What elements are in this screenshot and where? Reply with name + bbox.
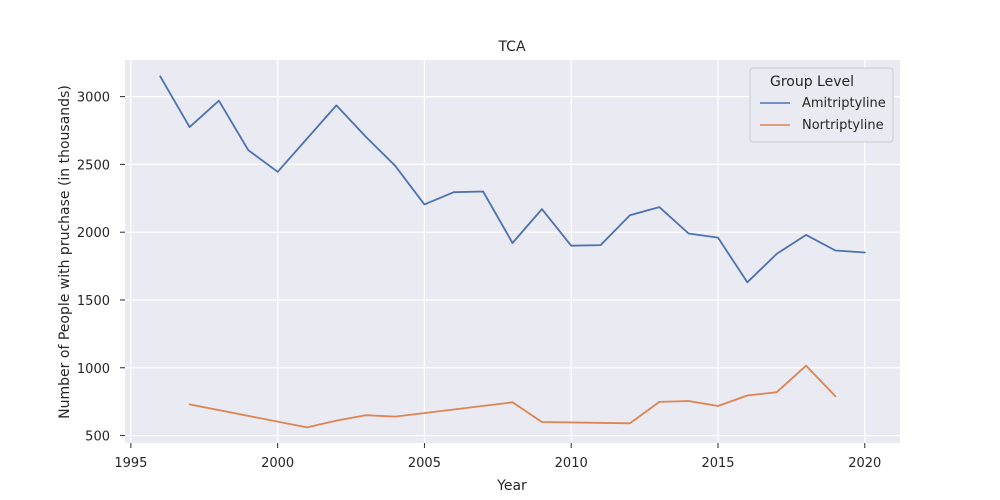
- y-axis-label: Number of People with pruchase (in thous…: [57, 85, 73, 419]
- legend-box: [749, 67, 894, 143]
- y-tick-label: 1500: [77, 294, 110, 309]
- legend-title: Group Level: [770, 74, 854, 90]
- series-line-nortriptyline: [188, 364, 837, 429]
- x-axis-ticks: 1995 2000 2005 2010 2015 2020: [114, 443, 881, 471]
- x-tick-label: 2020: [848, 456, 881, 471]
- y-tick-label: 2000: [77, 226, 110, 241]
- y-tick-label: 3000: [77, 91, 110, 106]
- grid: [125, 60, 900, 443]
- x-tick-label: 2010: [555, 456, 588, 471]
- x-tick-label: 2000: [261, 456, 294, 471]
- legend-label-nortriptyline: Nortriptyline: [802, 118, 884, 133]
- y-tick-label: 1000: [77, 362, 110, 377]
- series-layer: [159, 75, 866, 429]
- x-tick-label: 1995: [114, 456, 147, 471]
- y-axis-ticks: 500 1000 1500 2000 2500 3000: [77, 91, 125, 445]
- legend: Group Level Amitriptyline Nortriptyline: [749, 67, 894, 143]
- x-axis-label: Year: [496, 478, 527, 494]
- series-line-amitriptyline: [159, 75, 866, 284]
- y-tick-label: 500: [85, 430, 110, 445]
- x-tick-label: 2005: [408, 456, 441, 471]
- x-tick-label: 2015: [701, 456, 734, 471]
- y-tick-label: 2500: [77, 158, 110, 173]
- legend-label-amitriptyline: Amitriptyline: [802, 96, 886, 111]
- chart-title: TCA: [497, 39, 526, 55]
